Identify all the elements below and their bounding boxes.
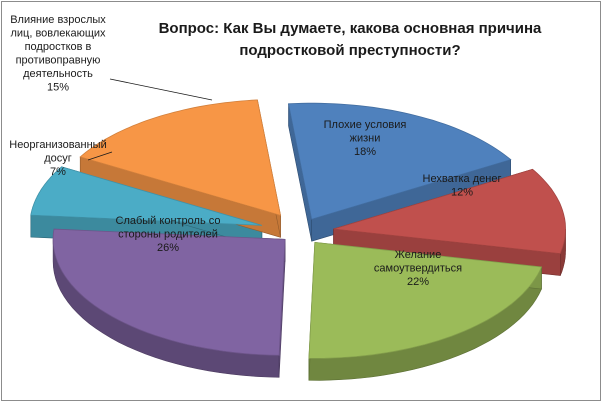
leader-lines	[87, 78, 213, 161]
pie-slice	[30, 166, 262, 226]
pie-slice	[52, 228, 286, 356]
slice-label-line: стороны родителей	[118, 229, 218, 241]
slice-label: Слабый контроль со стороны родителей 26%	[116, 215, 221, 254]
slice-label: Неорганизованный досуг 7%	[9, 139, 106, 178]
pie-slice	[308, 241, 543, 359]
pie-slice	[79, 99, 282, 216]
slice-label-line: подростков в	[25, 41, 92, 53]
chart-title-line: Вопрос: Как Вы думаете, какова основная …	[159, 20, 542, 37]
slice-label: Плохие условия жизни 18%	[324, 119, 407, 158]
slice-label-line: Нехватка денег	[423, 173, 502, 185]
slice-value-label: 22%	[407, 276, 429, 288]
pie-slices	[30, 99, 566, 359]
slice-label-line: Желание	[395, 249, 442, 261]
slice-value-label: 7%	[50, 166, 66, 178]
chart-title-line: подростковой преступности?	[239, 42, 460, 59]
slice-label-line: жизни	[350, 133, 381, 145]
slice-label-line: лиц, вовлекающих	[10, 28, 106, 40]
chart-title: Вопрос: Как Вы думаете, какова основная …	[159, 20, 542, 59]
slice-label-line: деятельность	[23, 68, 93, 80]
slice-label: Желание самоутвердиться 22%	[374, 249, 462, 288]
leader-line	[109, 78, 213, 101]
slice-value-label: 12%	[451, 187, 473, 199]
slice-label-line: противоправную	[16, 55, 101, 67]
slice-label-line: досуг	[44, 153, 72, 165]
pie-slice	[288, 102, 512, 220]
pie-slice	[333, 168, 566, 255]
slice-label-line: Плохие условия	[324, 119, 407, 131]
slice-value-label: 18%	[354, 146, 376, 158]
data-labels: Плохие условия жизни 18% Нехватка денег 12% Ж…	[9, 14, 501, 288]
slice-label: Влияние взрослых лиц, вовлекающих подростк…	[10, 14, 106, 94]
slice-label: Нехватка денег 12%	[423, 173, 502, 199]
slice-value-label: 15%	[47, 82, 69, 94]
slice-label-line: самоутвердиться	[374, 263, 462, 275]
slice-label-line: Влияние взрослых	[10, 14, 106, 26]
slice-label-line: Слабый контроль со	[116, 215, 221, 227]
slice-value-label: 26%	[157, 242, 179, 254]
slice-label-line: Неорганизованный	[9, 139, 106, 151]
leader-line	[87, 151, 113, 161]
